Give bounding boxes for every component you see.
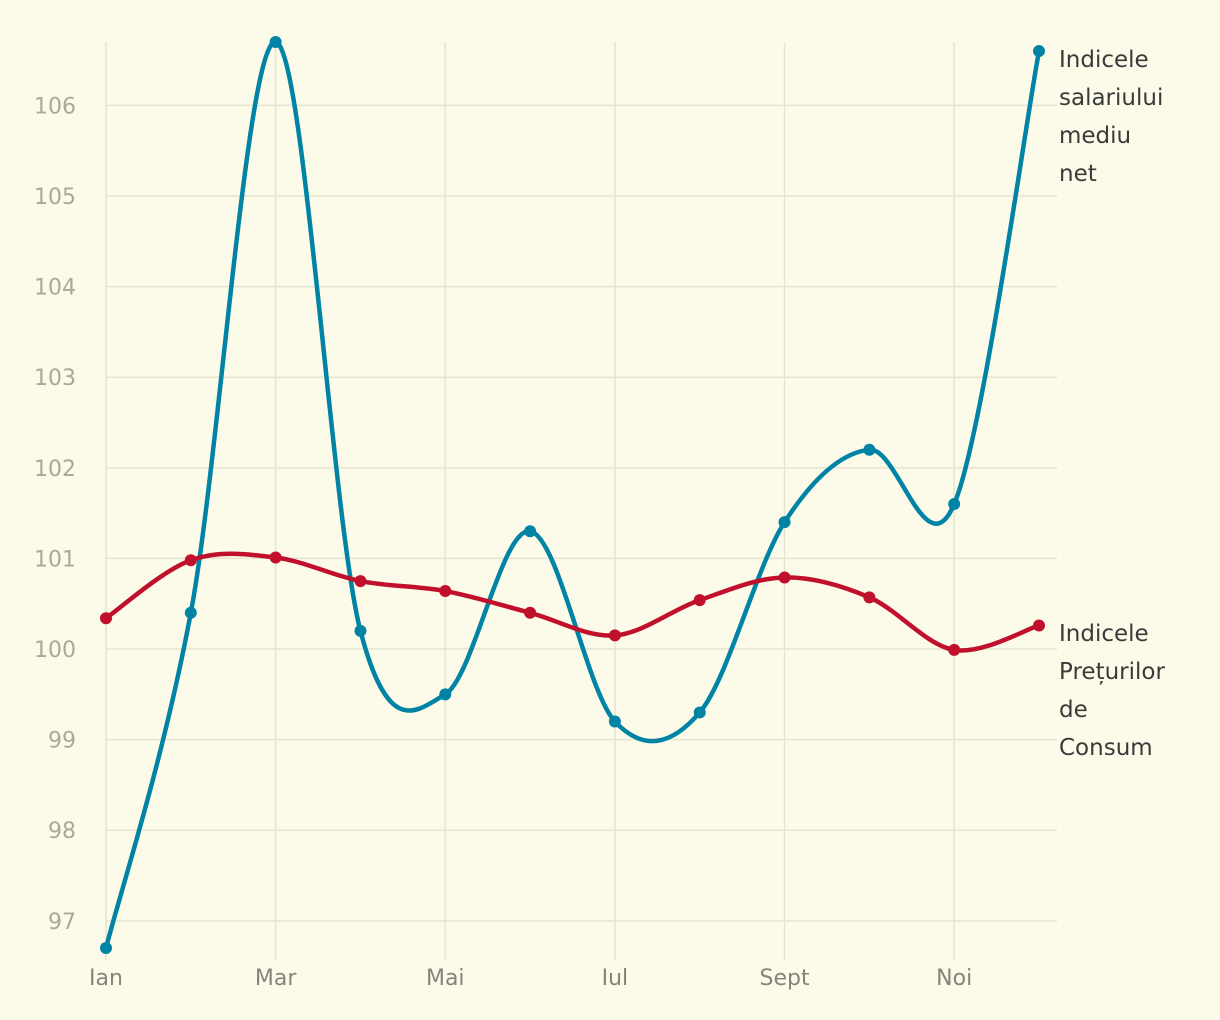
series-label-line: Indicele bbox=[1059, 47, 1149, 73]
data-point bbox=[524, 606, 537, 619]
tick-layer: 97 98 99 100 101 102 103 104 105 106 Ian Mar Mai Iul S… bbox=[34, 94, 972, 991]
series-label-1: Indicele salariului mediu net bbox=[1059, 47, 1163, 187]
series-label-line: Consum bbox=[1059, 735, 1153, 761]
y-tick-label: 97 bbox=[48, 910, 76, 935]
data-point bbox=[948, 498, 961, 511]
series-label-line: Prețurilor bbox=[1059, 659, 1165, 685]
data-point bbox=[693, 594, 706, 607]
series-label-line: mediu bbox=[1059, 123, 1131, 149]
series-line-1 bbox=[103, 39, 1042, 951]
x-tick-label: Ian bbox=[89, 966, 123, 991]
x-tick-label: Noi bbox=[936, 966, 972, 991]
data-point bbox=[948, 643, 961, 656]
y-tick-label: 101 bbox=[34, 547, 76, 572]
y-tick-label: 102 bbox=[34, 457, 76, 482]
y-tick-label: 103 bbox=[34, 366, 76, 391]
label-layer: Indicele salariului mediu net Indicele Prețur… bbox=[1059, 47, 1165, 761]
x-tick-label: Iul bbox=[602, 966, 629, 991]
y-tick-label: 99 bbox=[48, 729, 76, 754]
series-label-line: Indicele bbox=[1059, 621, 1149, 647]
data-point bbox=[354, 624, 367, 637]
data-point bbox=[269, 551, 282, 564]
line-layer bbox=[100, 36, 1045, 954]
data-point bbox=[608, 715, 621, 728]
data-point bbox=[863, 443, 876, 456]
grid-layer bbox=[105, 42, 1057, 960]
series-label-line: salariului bbox=[1059, 85, 1163, 111]
data-point bbox=[184, 606, 197, 619]
data-point bbox=[524, 525, 537, 538]
data-point bbox=[439, 585, 452, 598]
data-point bbox=[354, 575, 367, 588]
y-tick-label: 105 bbox=[34, 185, 76, 210]
data-point bbox=[269, 36, 282, 48]
data-point bbox=[439, 688, 452, 701]
data-point bbox=[863, 591, 876, 604]
data-point bbox=[693, 706, 706, 719]
y-tick-label: 106 bbox=[34, 94, 76, 119]
series-label-line: net bbox=[1059, 161, 1097, 187]
data-point bbox=[100, 612, 112, 625]
y-tick-label: 98 bbox=[48, 819, 76, 844]
x-tick-label: Mai bbox=[426, 966, 465, 991]
data-point bbox=[1033, 45, 1045, 58]
data-point bbox=[778, 571, 791, 584]
data-point bbox=[184, 554, 197, 567]
series-line-2 bbox=[103, 551, 1042, 653]
x-tick-label: Mar bbox=[255, 966, 297, 991]
series-label-line: de bbox=[1059, 697, 1088, 723]
series-label-2: Indicele Prețurilor de Consum bbox=[1059, 621, 1165, 761]
y-tick-label: 100 bbox=[34, 638, 76, 663]
x-tick-label: Sept bbox=[759, 966, 809, 991]
data-point bbox=[100, 942, 112, 954]
data-point bbox=[1033, 619, 1045, 632]
y-tick-label: 104 bbox=[34, 276, 76, 301]
data-point bbox=[778, 516, 791, 529]
data-point bbox=[608, 629, 621, 642]
